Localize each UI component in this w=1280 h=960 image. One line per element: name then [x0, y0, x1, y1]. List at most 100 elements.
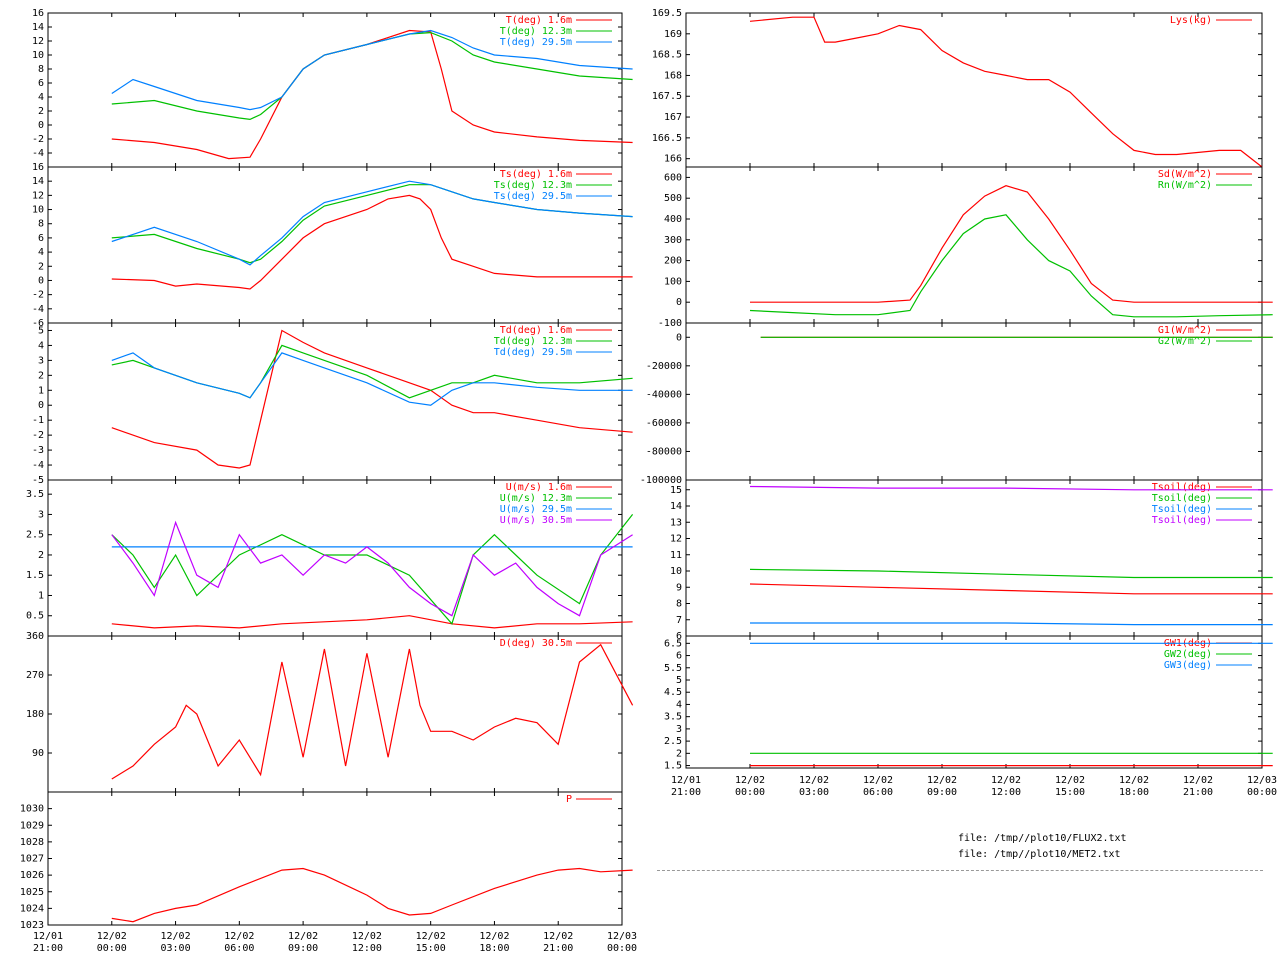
file-label-met: file: /tmp//plot10/MET2.txt — [958, 849, 1121, 860]
ytick-label-T-0: -4 — [32, 148, 44, 159]
ytick-label-GW-2: 2.5 — [664, 736, 682, 747]
ytick-label-Sd-2: 100 — [664, 276, 682, 287]
xtick-time-left-3: 06:00 — [224, 943, 254, 954]
ytick-label-D-3: 360 — [26, 631, 44, 642]
xtick-time-right-8: 21:00 — [1183, 787, 1213, 798]
xtick-date-right-3: 12/02 — [863, 775, 893, 786]
ytick-label-U-4: 2.5 — [26, 530, 44, 541]
ytick-label-Ts-7: 8 — [38, 219, 44, 230]
ytick-label-T-8: 12 — [32, 36, 44, 47]
legend-label-Lys-0: Lys(kg) — [1170, 15, 1212, 26]
ytick-label-Tsoil-1: 7 — [676, 615, 682, 626]
xtick-time-left-4: 09:00 — [288, 943, 318, 954]
xtick-date-right-8: 12/02 — [1183, 775, 1213, 786]
ytick-label-P-1: 1024 — [20, 903, 44, 914]
ytick-label-Lys-5: 168.5 — [652, 50, 682, 61]
xtick-time-right-3: 06:00 — [863, 787, 893, 798]
ytick-label-Sd-5: 400 — [664, 214, 682, 225]
ytick-label-Lys-0: 166 — [664, 154, 682, 165]
ytick-label-Td-7: 2 — [38, 370, 44, 381]
xtick-date-left-1: 12/02 — [97, 931, 127, 942]
ytick-label-GW-10: 6.5 — [664, 638, 682, 649]
legend-label-Tsoil-2: Tsoil(deg) — [1152, 504, 1212, 515]
ytick-label-Ts-5: 4 — [38, 247, 44, 258]
xtick-date-right-0: 12/01 — [671, 775, 701, 786]
legend-label-Tsoil-1: Tsoil(deg) — [1152, 493, 1212, 504]
ytick-label-T-10: 16 — [32, 8, 44, 19]
ytick-label-P-5: 1028 — [20, 837, 44, 848]
series-line-Td-0 — [111, 329, 633, 469]
xtick-date-left-9: 12/03 — [607, 931, 637, 942]
xtick-time-left-7: 18:00 — [479, 943, 509, 954]
file-label-flux: file: /tmp//plot10/FLUX2.txt — [958, 833, 1127, 844]
panel-frame-Lys — [685, 12, 1263, 168]
ytick-label-Lys-1: 166.5 — [652, 133, 682, 144]
ytick-label-Ts-4: 2 — [38, 261, 44, 272]
panel-frame-D — [47, 635, 623, 793]
series-line-Td-2 — [111, 352, 633, 406]
ytick-label-Tsoil-4: 10 — [670, 566, 682, 577]
series-line-U-3 — [111, 520, 633, 617]
xtick-time-right-0: 21:00 — [671, 787, 701, 798]
ytick-label-Lys-2: 167 — [664, 112, 682, 123]
xtick-time-right-2: 03:00 — [799, 787, 829, 798]
legend-label-D-0: D(deg) 30.5m — [500, 638, 572, 649]
ytick-label-Tsoil-2: 8 — [676, 599, 682, 610]
legend-label-U-3: U(m/s) 30.5m — [500, 515, 572, 526]
ytick-label-Sd-7: 600 — [664, 172, 682, 183]
ytick-label-Ts-1: -4 — [32, 304, 44, 315]
legend-label-Td-1: Td(deg) 12.3m — [494, 336, 572, 347]
series-line-Ts-0 — [111, 194, 633, 290]
ytick-label-Ts-0: -6 — [32, 318, 44, 329]
ytick-label-Lys-3: 167.5 — [652, 91, 682, 102]
ytick-label-Tsoil-6: 12 — [670, 534, 682, 545]
ytick-label-GW-6: 4.5 — [664, 687, 682, 698]
series-line-U-0 — [111, 615, 633, 629]
legend-label-Ts-1: Ts(deg) 12.3m — [494, 180, 572, 191]
ytick-label-Tsoil-5: 11 — [670, 550, 682, 561]
ytick-label-U-1: 1 — [38, 590, 44, 601]
ytick-label-G-0: -100000 — [640, 475, 682, 486]
legend-label-GW-2: GW3(deg) — [1164, 660, 1212, 671]
ytick-label-GW-5: 4 — [676, 699, 682, 710]
series-line-D-0 — [111, 643, 634, 780]
ytick-label-G-3: -40000 — [646, 389, 682, 400]
series-line-P-0 — [111, 867, 633, 923]
ytick-label-Td-6: 1 — [38, 385, 44, 396]
legend-label-G-0: G1(W/m^2) — [1158, 325, 1212, 336]
ytick-label-GW-1: 2 — [676, 748, 682, 759]
xtick-date-right-6: 12/02 — [1055, 775, 1085, 786]
ytick-label-GW-4: 3.5 — [664, 712, 682, 723]
xtick-date-left-4: 12/02 — [288, 931, 318, 942]
ytick-label-T-2: 0 — [38, 120, 44, 131]
xtick-date-left-2: 12/02 — [161, 931, 191, 942]
ytick-label-Td-1: -4 — [32, 460, 44, 471]
legend-label-Td-2: Td(deg) 29.5m — [494, 347, 572, 358]
ytick-label-Ts-9: 12 — [32, 190, 44, 201]
xtick-time-right-1: 00:00 — [735, 787, 765, 798]
series-line-Lys-0 — [749, 16, 1263, 168]
ytick-label-Tsoil-8: 14 — [670, 501, 682, 512]
xtick-time-right-5: 12:00 — [991, 787, 1021, 798]
xtick-time-left-0: 21:00 — [33, 943, 63, 954]
legend-label-U-2: U(m/s) 29.5m — [500, 504, 572, 515]
ytick-label-Ts-11: 16 — [32, 162, 44, 173]
ytick-label-GW-3: 3 — [676, 724, 682, 735]
ytick-label-Td-5: 0 — [38, 400, 44, 411]
series-line-Tsoil-0 — [749, 583, 1273, 595]
xtick-date-right-9: 12/03 — [1247, 775, 1277, 786]
legend-label-U-1: U(m/s) 12.3m — [500, 493, 572, 504]
ytick-label-Td-9: 4 — [38, 340, 44, 351]
xtick-time-left-5: 12:00 — [352, 943, 382, 954]
legend-label-G-1: G2(W/m^2) — [1158, 336, 1212, 347]
legend-label-T-1: T(deg) 12.3m — [500, 26, 572, 37]
ytick-label-Td-4: -1 — [32, 415, 44, 426]
ytick-label-Sd-4: 300 — [664, 235, 682, 246]
ytick-label-Sd-6: 500 — [664, 193, 682, 204]
ytick-label-Tsoil-0: 6 — [676, 631, 682, 642]
ytick-label-Lys-4: 168 — [664, 70, 682, 81]
ytick-label-U-3: 2 — [38, 550, 44, 561]
ytick-label-G-4: -20000 — [646, 361, 682, 372]
xtick-date-right-4: 12/02 — [927, 775, 957, 786]
